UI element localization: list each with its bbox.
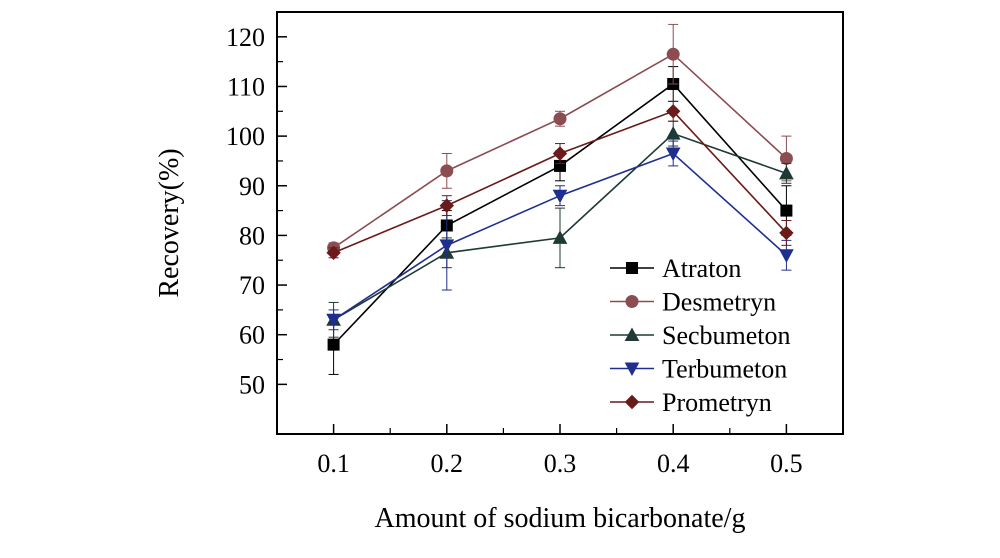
y-tick-label: 100	[226, 122, 265, 151]
series-secbumeton	[326, 120, 794, 338]
y-tick-label: 80	[239, 221, 265, 250]
legend: Atraton Desmetryn Secbumeton Terbumeton Prom…	[610, 254, 791, 417]
x-tick-label: 0.4	[657, 449, 690, 478]
legend-item-desmetryn: Desmetryn	[610, 288, 776, 317]
legend-marker-terbumeton	[624, 362, 640, 377]
y-tick-label: 90	[239, 172, 265, 201]
data-point-desmetryn	[440, 164, 454, 178]
legend-marker-atraton	[626, 262, 638, 274]
legend-label: Secbumeton	[662, 321, 791, 350]
legend-item-terbumeton: Terbumeton	[610, 355, 787, 384]
legend-marker-prometryn	[624, 394, 640, 410]
legend-label: Prometryn	[662, 388, 772, 417]
data-point-atraton	[780, 204, 793, 217]
data-point-desmetryn	[779, 151, 793, 165]
data-point-desmetryn	[553, 112, 567, 126]
y-tick-label: 70	[239, 271, 265, 300]
data-point-terbumeton	[665, 147, 681, 162]
y-axis-title: Recovery(%)	[154, 148, 185, 297]
y-axis: 50 60 70 80 90 100 110 120	[226, 23, 287, 399]
legend-label: Desmetryn	[662, 288, 776, 317]
legend-label: Atraton	[662, 254, 741, 283]
x-tick-label: 0.1	[317, 449, 350, 478]
x-axis-title: Amount of sodium bicarbonate/g	[375, 503, 746, 534]
data-point-terbumeton	[326, 313, 341, 328]
data-point-terbumeton	[779, 249, 794, 263]
data-point-prometryn	[439, 198, 455, 213]
data-point-terbumeton	[552, 189, 568, 204]
data-point-secbumeton	[552, 230, 568, 244]
y-tick-label: 110	[227, 72, 265, 101]
x-tick-label: 0.3	[544, 449, 577, 478]
series-prometryn	[326, 100, 794, 260]
legend-item-atraton: Atraton	[610, 254, 741, 283]
legend-marker-secbumeton	[624, 327, 640, 341]
data-point-prometryn	[779, 225, 794, 241]
series-layer	[326, 23, 794, 375]
data-point-prometryn	[326, 245, 341, 260]
data-point-prometryn	[665, 104, 681, 119]
x-tick-label: 0.2	[431, 449, 464, 478]
y-tick-label: 60	[239, 321, 265, 350]
y-tick-label: 120	[226, 23, 265, 52]
x-tick-label: 0.5	[770, 449, 803, 478]
legend-marker-desmetryn	[625, 295, 639, 308]
data-point-secbumeton	[665, 126, 681, 140]
data-point-terbumeton	[439, 239, 455, 253]
data-point-atraton	[327, 338, 340, 351]
data-point-desmetryn	[666, 47, 680, 61]
data-point-secbumeton	[779, 165, 794, 180]
legend-item-secbumeton: Secbumeton	[610, 321, 791, 350]
legend-label: Terbumeton	[662, 355, 787, 384]
legend-item-prometryn: Prometryn	[610, 388, 772, 417]
x-axis: 0.1 0.2 0.3 0.4 0.5	[317, 424, 803, 478]
y-tick-label: 50	[239, 370, 265, 399]
data-point-prometryn	[552, 146, 568, 161]
